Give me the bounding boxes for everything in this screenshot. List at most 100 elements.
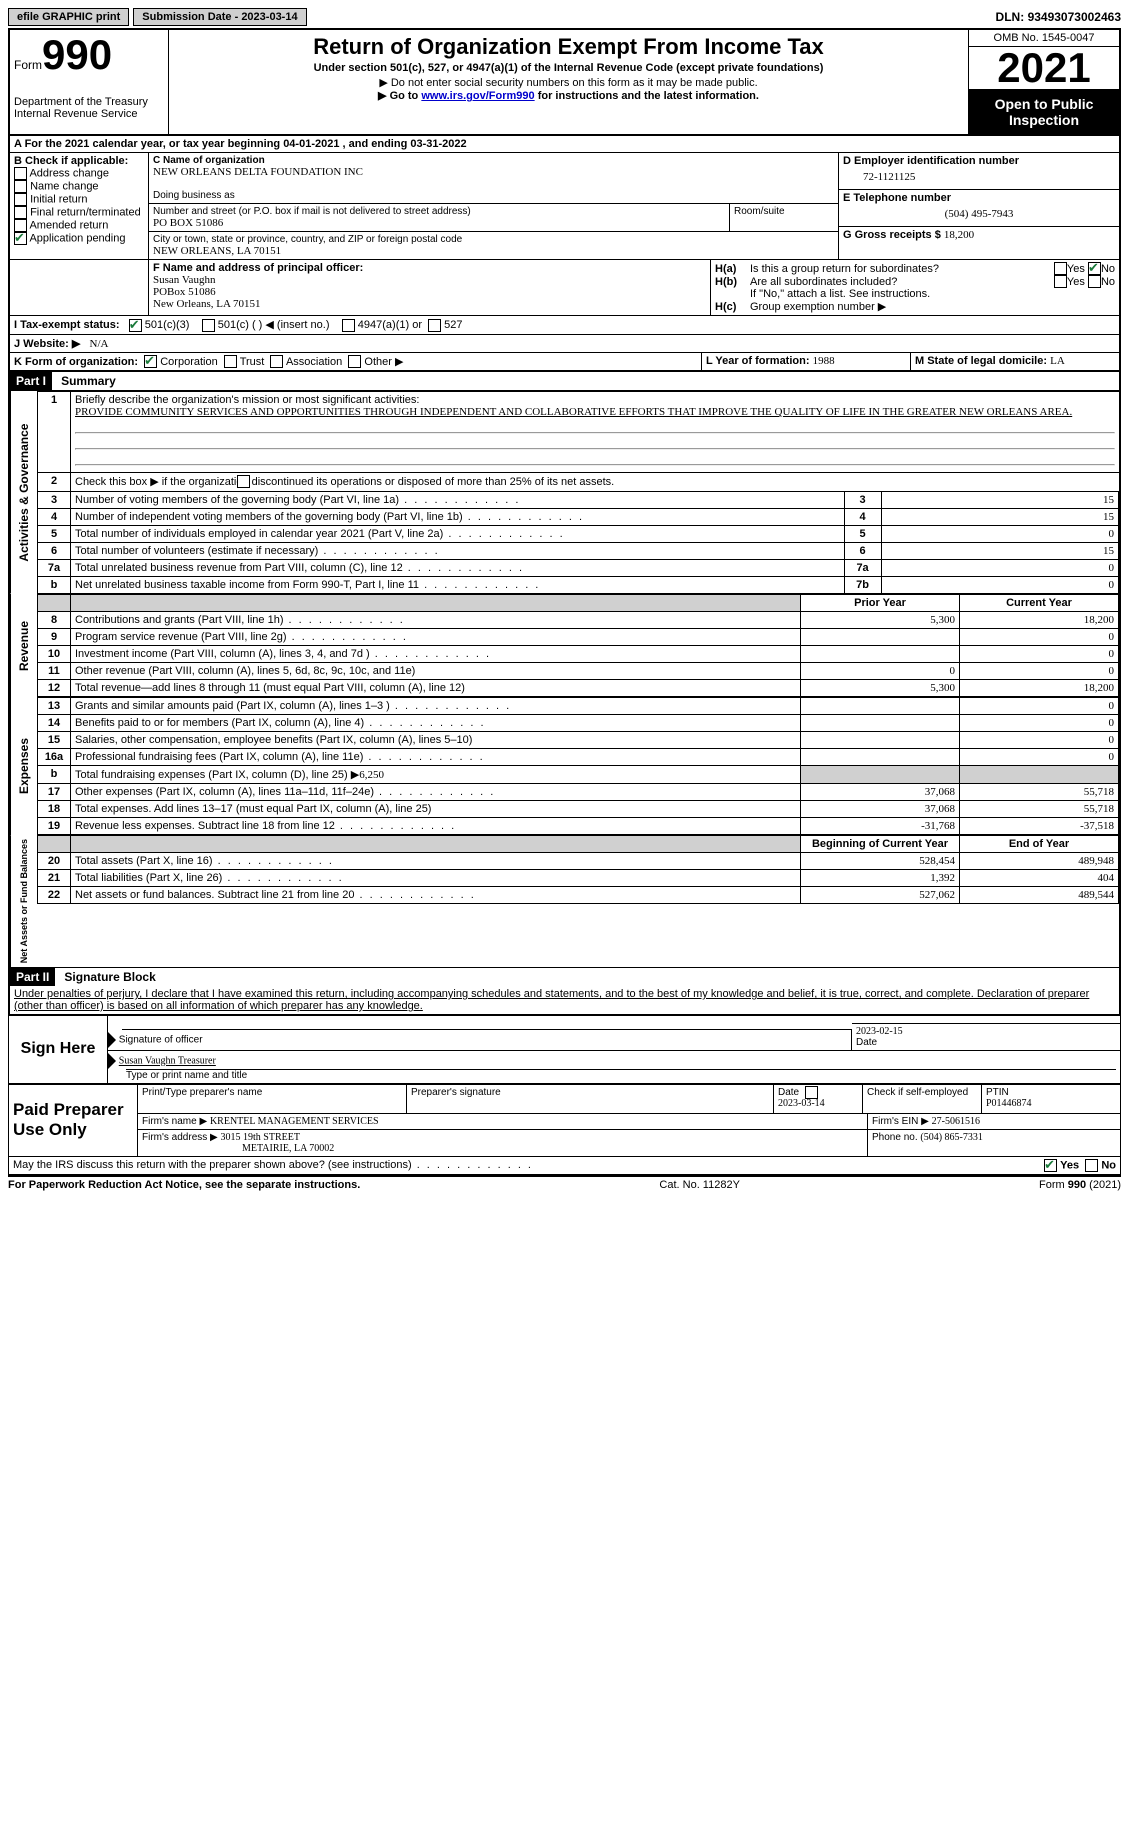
l7a-val: 0	[881, 559, 1118, 576]
ha-yes-checkbox[interactable]	[1054, 262, 1067, 275]
l7b-label: Net unrelated business taxable income fr…	[71, 576, 845, 593]
form-note-1: ▶ Do not enter social security numbers o…	[173, 76, 964, 89]
top-toolbar: efile GRAPHIC print Submission Date - 20…	[8, 8, 1121, 26]
officer-addr1: POBox 51086	[153, 286, 706, 298]
form-title: Return of Organization Exempt From Incom…	[173, 34, 964, 60]
dln-value: 93493073002463	[1028, 10, 1121, 24]
discuss-yes-checkbox[interactable]	[1044, 1159, 1057, 1172]
l15: Salaries, other compensation, employee b…	[71, 731, 801, 748]
current-year-header: Current Year	[960, 594, 1119, 611]
addr-change-checkbox[interactable]	[14, 167, 27, 180]
527-checkbox[interactable]	[428, 319, 441, 332]
l22: Net assets or fund balances. Subtract li…	[71, 886, 801, 903]
firm-addr1: 3015 19th STREET	[221, 1132, 300, 1143]
end-year-header: End of Year	[960, 835, 1119, 852]
vert-revenue: Revenue	[10, 594, 37, 697]
ha-no-checkbox[interactable]	[1088, 262, 1101, 275]
initial-return-label: Initial return	[30, 193, 87, 205]
firm-name: KRENTEL MANAGEMENT SERVICES	[210, 1116, 379, 1127]
phone: (504) 495-7943	[843, 204, 1115, 224]
part1-header: Part I	[10, 372, 52, 390]
firm-phone-label: Phone no.	[872, 1132, 918, 1143]
submission-date: Submission Date - 2023-03-14	[133, 8, 306, 26]
ptin-label: PTIN	[986, 1087, 1009, 1098]
efile-button[interactable]: efile GRAPHIC print	[8, 8, 129, 26]
l2-checkbox[interactable]	[237, 475, 250, 488]
ha-label: Is this a group return for subordinates?	[750, 263, 1054, 275]
part1-title: Summary	[55, 374, 116, 388]
corp-checkbox[interactable]	[144, 355, 157, 368]
discuss-no-checkbox[interactable]	[1085, 1159, 1098, 1172]
l5-val: 0	[881, 525, 1118, 542]
l6-label: Total number of volunteers (estimate if …	[71, 542, 845, 559]
app-pending-checkbox[interactable]	[14, 232, 27, 245]
ein: 72-1121125	[843, 167, 1115, 187]
paid-preparer-label: Paid Preparer Use Only	[9, 1085, 138, 1156]
assoc-checkbox[interactable]	[270, 355, 283, 368]
page-footer: For Paperwork Reduction Act Notice, see …	[8, 1175, 1121, 1191]
l3-val: 15	[881, 491, 1118, 508]
final-return-label: Final return/terminated	[30, 206, 141, 218]
gross-receipts: 18,200	[944, 229, 974, 241]
hb-no-checkbox[interactable]	[1088, 275, 1101, 288]
l18: Total expenses. Add lines 13–17 (must eq…	[71, 800, 801, 817]
amended-label: Amended return	[29, 219, 108, 231]
arrow-icon-2	[108, 1053, 116, 1069]
irs-link[interactable]: www.irs.gov/Form990	[421, 90, 534, 102]
discuss-label: May the IRS discuss this return with the…	[13, 1159, 1044, 1172]
name-change-checkbox[interactable]	[14, 180, 27, 193]
j-label: J Website: ▶	[14, 338, 80, 350]
m-label: M State of legal domicile:	[915, 355, 1047, 367]
g-label: G Gross receipts $	[843, 229, 941, 241]
state-domicile: LA	[1050, 355, 1065, 367]
firm-addr2: METAIRIE, LA 70002	[142, 1143, 334, 1154]
vert-expenses: Expenses	[10, 697, 37, 835]
e-label: E Telephone number	[843, 192, 1115, 204]
sig-date-label: Date	[856, 1037, 877, 1048]
begin-year-header: Beginning of Current Year	[801, 835, 960, 852]
addr-change-label: Address change	[29, 167, 109, 179]
l21: Total liabilities (Part X, line 26)	[71, 869, 801, 886]
firm-ein-label: Firm's EIN ▶	[872, 1116, 929, 1127]
l5-label: Total number of individuals employed in …	[71, 525, 845, 542]
l13: Grants and similar amounts paid (Part IX…	[71, 697, 801, 714]
trust-checkbox[interactable]	[224, 355, 237, 368]
l10: Investment income (Part VIII, column (A)…	[71, 645, 801, 662]
line-a: A For the 2021 calendar year, or tax yea…	[8, 136, 1121, 153]
l11: Other revenue (Part VIII, column (A), li…	[71, 662, 801, 679]
d-label: D Employer identification number	[843, 155, 1115, 167]
dln: DLN: 93493073002463	[996, 10, 1121, 24]
prior-year-header: Prior Year	[801, 594, 960, 611]
form-note-2a: ▶ Go to	[378, 90, 421, 102]
initial-return-checkbox[interactable]	[14, 193, 27, 206]
l9: Program service revenue (Part VIII, line…	[71, 628, 801, 645]
sign-here-block: Sign Here Signature of officer 2023-02-1…	[8, 1014, 1121, 1084]
sign-here-label: Sign Here	[9, 1016, 108, 1083]
k-label: K Form of organization:	[14, 356, 138, 368]
hb-yes-checkbox[interactable]	[1054, 275, 1067, 288]
final-return-checkbox[interactable]	[14, 206, 27, 219]
part2-header: Part II	[10, 968, 55, 986]
irs-label: Internal Revenue Service	[14, 108, 164, 120]
prep-sig-label: Preparer's signature	[411, 1087, 501, 1098]
form-header: Form990 Department of the Treasury Inter…	[8, 28, 1121, 136]
l19: Revenue less expenses. Subtract line 18 …	[71, 817, 801, 834]
hb-label: Are all subordinates included?	[750, 276, 1054, 288]
l12: Total revenue—add lines 8 through 11 (mu…	[71, 679, 801, 696]
l4-val: 15	[881, 508, 1118, 525]
l14: Benefits paid to or for members (Part IX…	[71, 714, 801, 731]
l8: Contributions and grants (Part VIII, lin…	[71, 611, 801, 628]
city-label: City or town, state or province, country…	[153, 234, 834, 245]
firm-addr-label: Firm's address ▶	[142, 1132, 218, 1143]
501c3-checkbox[interactable]	[129, 319, 142, 332]
501c-checkbox[interactable]	[202, 319, 215, 332]
perjury-declaration: Under penalties of perjury, I declare th…	[8, 986, 1121, 1014]
l1-label: Briefly describe the organization's miss…	[75, 394, 419, 406]
self-employed-checkbox[interactable]	[805, 1086, 818, 1099]
org-name: NEW ORLEANS DELTA FOUNDATION INC	[153, 166, 834, 178]
4947-checkbox[interactable]	[342, 319, 355, 332]
l3-label: Number of voting members of the governin…	[71, 491, 845, 508]
hc-label: Group exemption number ▶	[750, 301, 886, 313]
city: NEW ORLEANS, LA 70151	[153, 245, 834, 257]
other-checkbox[interactable]	[348, 355, 361, 368]
